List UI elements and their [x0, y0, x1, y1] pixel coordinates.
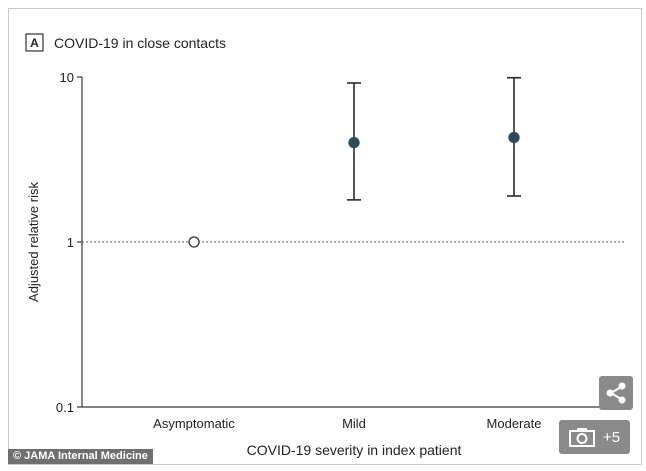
image-credit: © JAMA Internal Medicine: [8, 449, 153, 464]
x-tick-label: Asymptomatic: [153, 416, 235, 431]
share-icon: [606, 382, 626, 404]
camera-icon: [568, 428, 595, 447]
panel-letter: A: [30, 36, 39, 50]
x-tick-label: Moderate: [487, 416, 542, 431]
photo-gallery-button[interactable]: +5: [559, 420, 630, 454]
chart-title: COVID-19 in close contacts: [54, 35, 226, 51]
share-button[interactable]: [599, 376, 633, 410]
panel-letter-box: [25, 33, 44, 52]
y-tick-label: 1: [67, 235, 74, 250]
figure-frame: [8, 8, 642, 465]
data-point: [348, 137, 360, 149]
x-tick-label: Mild: [342, 416, 366, 431]
x-axis-label: COVID-19 severity in index patient: [247, 442, 462, 458]
y-axis-label: Adjusted relative risk: [26, 182, 41, 302]
y-tick-label: 10: [60, 70, 74, 85]
data-point: [188, 236, 200, 248]
data-point: [508, 131, 520, 144]
photo-count: +5: [602, 428, 621, 446]
y-tick-label: 0.1: [56, 400, 74, 415]
